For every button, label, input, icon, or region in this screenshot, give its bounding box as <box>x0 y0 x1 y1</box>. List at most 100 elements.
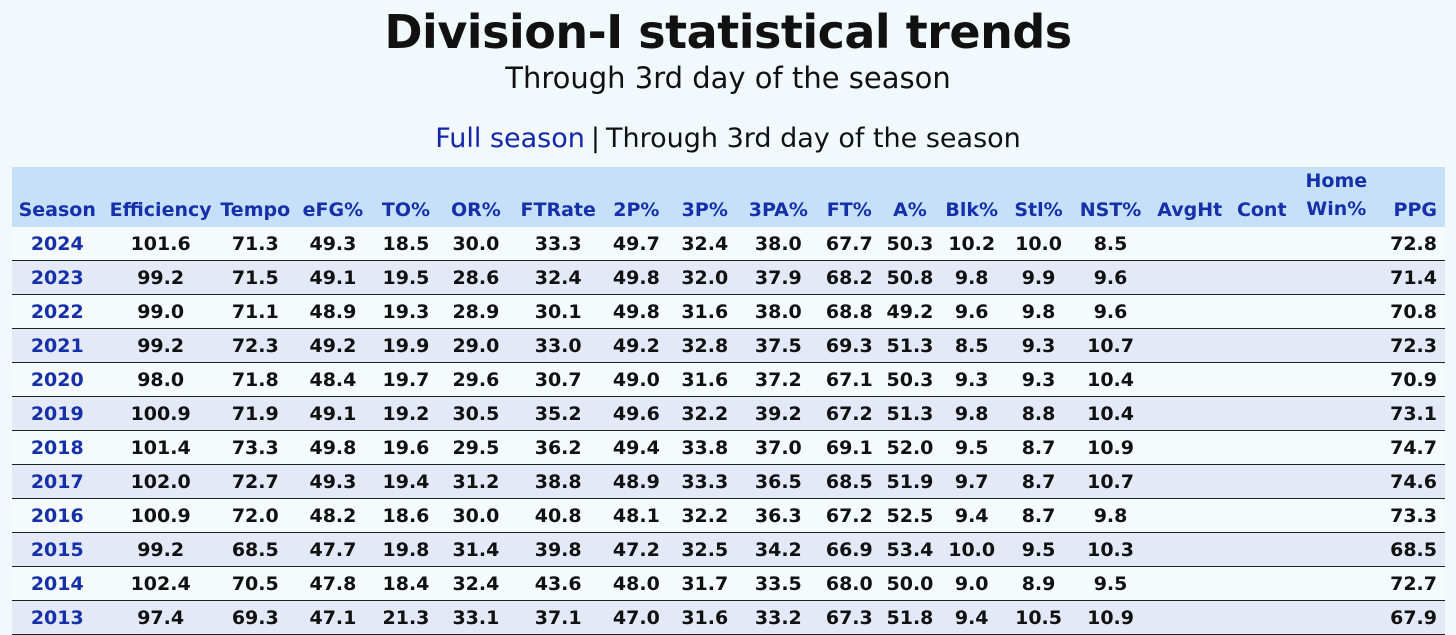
cell-ppg: 73.3 <box>1380 498 1445 533</box>
cell-nst: 10.7 <box>1072 464 1149 499</box>
cell-efficiency: 102.0 <box>102 464 219 499</box>
cell-2p: 48.9 <box>602 464 671 499</box>
column-header-avght[interactable]: AvgHt <box>1157 199 1223 221</box>
cell-to: 19.3 <box>374 294 438 329</box>
cell-blk: 9.6 <box>938 294 1005 329</box>
season-link[interactable]: 2017 <box>30 470 84 493</box>
season-link[interactable]: 2023 <box>30 266 84 289</box>
column-header-nst[interactable]: NST% <box>1079 199 1142 221</box>
cell-a: 52.0 <box>881 430 939 465</box>
season-link[interactable]: 2022 <box>30 300 84 323</box>
column-header-blk[interactable]: Blk% <box>945 199 999 221</box>
cell-efg: 49.1 <box>291 260 375 295</box>
column-header-efg[interactable]: eFG% <box>302 199 364 221</box>
column-header-ft[interactable]: FT% <box>826 199 872 221</box>
cell-stl: 10.0 <box>1004 227 1073 261</box>
cell-ftrate: 30.7 <box>513 362 603 397</box>
column-header-3p[interactable]: 3P% <box>681 199 728 221</box>
cell-2p: 49.8 <box>602 294 671 329</box>
cell-to: 19.8 <box>374 532 438 567</box>
cell-to: 21.3 <box>374 600 438 635</box>
season-link[interactable]: 2024 <box>30 232 84 255</box>
column-header-ppg[interactable]: PPG <box>1393 199 1437 221</box>
cell-2p: 47.0 <box>602 600 671 635</box>
cell-or: 31.4 <box>437 532 514 567</box>
cell-a: 50.0 <box>881 566 939 601</box>
cell-tempo: 72.7 <box>218 464 292 499</box>
cell-efficiency: 101.4 <box>102 430 219 465</box>
cell-home-win <box>1292 396 1381 431</box>
cell-ftrate: 33.0 <box>513 328 603 363</box>
table-row: 2023 99.2 71.5 49.1 19.5 28.6 32.4 49.8 32.0 37.9… <box>12 260 1445 295</box>
season-link[interactable]: 2015 <box>30 538 84 561</box>
cell-season: 2018 <box>12 430 103 465</box>
cell-season: 2021 <box>12 328 103 363</box>
cell-or: 30.0 <box>437 227 514 261</box>
cell-to: 18.5 <box>374 227 438 261</box>
cell-a: 50.3 <box>881 227 939 261</box>
column-header-cont[interactable]: Cont <box>1236 199 1287 221</box>
season-link[interactable]: 2016 <box>30 504 84 527</box>
season-link[interactable]: 2021 <box>30 334 84 357</box>
cell-efficiency: 100.9 <box>102 498 219 533</box>
season-link[interactable]: 2014 <box>30 572 84 595</box>
cell-blk: 9.7 <box>938 464 1005 499</box>
cell-nst: 9.5 <box>1072 566 1149 601</box>
cell-avght <box>1148 396 1231 431</box>
column-header-to[interactable]: TO% <box>381 199 431 221</box>
cell-stl: 8.7 <box>1004 430 1073 465</box>
cell-blk: 9.8 <box>938 396 1005 431</box>
column-header-stl[interactable]: Stl% <box>1014 199 1063 221</box>
cell-2p: 48.0 <box>602 566 671 601</box>
season-link[interactable]: 2019 <box>30 402 84 425</box>
cell-ft: 68.8 <box>817 294 882 329</box>
column-header-ftrate[interactable]: FTRate <box>520 199 596 221</box>
table-header-row: Season Efficiency Tempo eFG% TO% OR% FTR… <box>12 167 1445 227</box>
column-header-3pa[interactable]: 3PA% <box>748 199 808 221</box>
cell-2p: 47.2 <box>602 532 671 567</box>
cell-2p: 49.0 <box>602 362 671 397</box>
cell-2p: 49.2 <box>602 328 671 363</box>
cell-cont <box>1230 294 1293 329</box>
cell-stl: 9.3 <box>1004 328 1073 363</box>
table-row: 2022 99.0 71.1 48.9 19.3 28.9 30.1 49.8 31.6 38.0… <box>12 294 1445 329</box>
season-link[interactable]: 2020 <box>30 368 84 391</box>
season-link[interactable]: 2018 <box>30 436 84 459</box>
page-subtitle: Through 3rd day of the season <box>505 61 951 95</box>
column-header-2p[interactable]: 2P% <box>613 199 660 221</box>
cell-efficiency: 101.6 <box>102 227 219 261</box>
cell-ftrate: 35.2 <box>513 396 603 431</box>
cell-efg: 47.7 <box>291 532 375 567</box>
cell-a: 49.2 <box>881 294 939 329</box>
home-win-line2: Win% <box>1306 198 1367 220</box>
column-header-season[interactable]: Season <box>18 199 96 221</box>
cell-home-win <box>1292 498 1381 533</box>
column-header-tempo[interactable]: Tempo <box>220 199 291 221</box>
cell-3pa: 37.2 <box>739 362 818 397</box>
full-season-link[interactable]: Full season <box>435 123 585 154</box>
cell-tempo: 71.8 <box>218 362 292 397</box>
cell-home-win <box>1292 260 1381 295</box>
cell-efficiency: 98.0 <box>102 362 219 397</box>
cell-efficiency: 99.2 <box>102 532 219 567</box>
cell-tempo: 71.9 <box>218 396 292 431</box>
cell-efg: 48.9 <box>291 294 375 329</box>
cell-nst: 9.6 <box>1072 294 1149 329</box>
season-link[interactable]: 2013 <box>30 606 84 629</box>
cell-3pa: 36.3 <box>739 498 818 533</box>
cell-3p: 32.2 <box>670 498 740 533</box>
table-row: 2017 102.0 72.7 49.3 19.4 31.2 38.8 48.9 33.3 36.… <box>12 464 1445 499</box>
cell-avght <box>1148 566 1231 601</box>
cell-cont <box>1230 498 1293 533</box>
column-header-efficiency[interactable]: Efficiency <box>109 199 212 221</box>
cell-stl: 9.5 <box>1004 532 1073 567</box>
cell-stl: 8.8 <box>1004 396 1073 431</box>
column-header-or[interactable]: OR% <box>450 199 501 221</box>
cell-cont <box>1230 600 1293 635</box>
cell-3pa: 36.5 <box>739 464 818 499</box>
column-header-a[interactable]: A% <box>893 199 927 221</box>
cell-season: 2022 <box>12 294 103 329</box>
cell-ftrate: 38.8 <box>513 464 603 499</box>
column-header-home-win[interactable]: Home Win% <box>1293 167 1380 227</box>
cell-cont <box>1230 430 1293 465</box>
